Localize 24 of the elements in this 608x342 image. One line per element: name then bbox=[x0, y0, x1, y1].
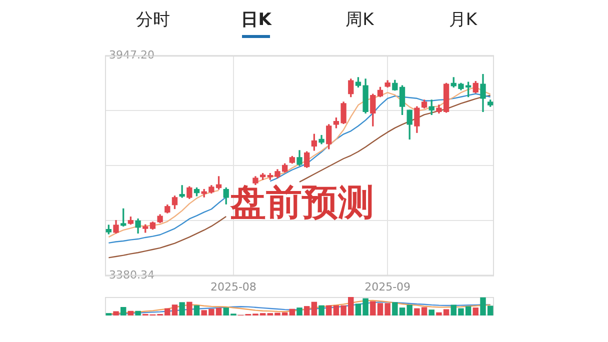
bar bbox=[179, 302, 185, 316]
x-tick-label: 2025-08 bbox=[210, 280, 256, 294]
bar bbox=[428, 310, 434, 316]
bar bbox=[318, 305, 324, 316]
bar bbox=[296, 308, 302, 316]
bar bbox=[289, 308, 296, 316]
bar bbox=[128, 310, 134, 316]
y-tick-label: 3380.34 bbox=[109, 268, 154, 282]
text: 日K bbox=[241, 10, 272, 30]
bar bbox=[194, 305, 200, 316]
text: 分时 bbox=[136, 10, 170, 30]
x-tick-label: 2025-09 bbox=[364, 280, 411, 294]
bar bbox=[304, 306, 310, 316]
bar bbox=[172, 304, 178, 316]
text: 月K bbox=[448, 10, 478, 30]
bar bbox=[472, 308, 479, 316]
bar bbox=[326, 305, 332, 316]
bar bbox=[186, 302, 192, 316]
text: 周K bbox=[346, 10, 374, 30]
bar bbox=[120, 306, 126, 316]
bar bbox=[311, 302, 318, 316]
bar bbox=[113, 311, 119, 316]
text: 盘前预测 bbox=[228, 182, 374, 224]
bar bbox=[135, 310, 141, 316]
